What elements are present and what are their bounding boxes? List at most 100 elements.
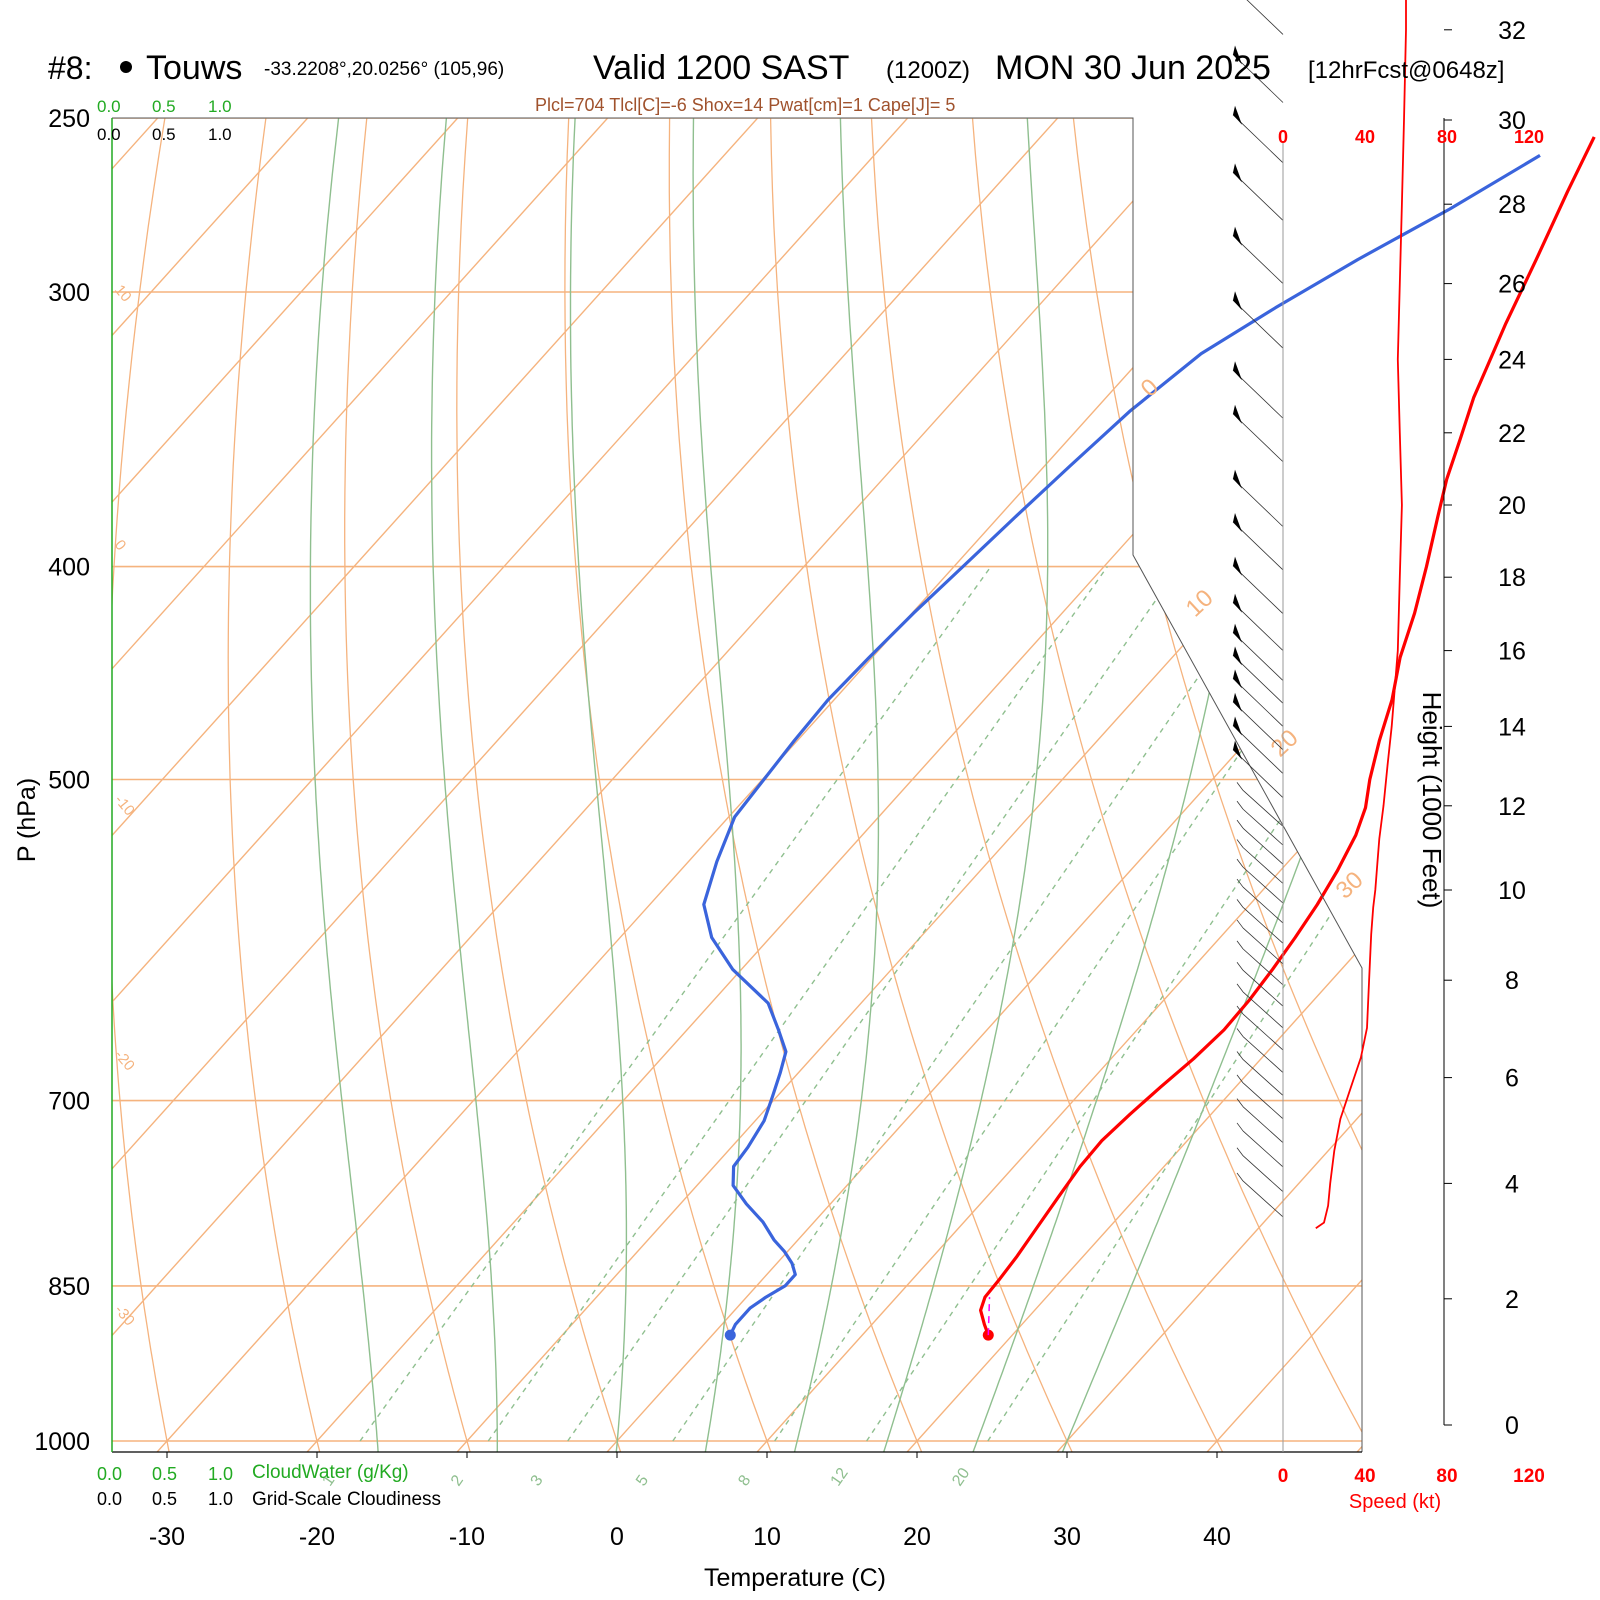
wind-barb-staff bbox=[1232, 413, 1284, 463]
surface-point-dewpoint bbox=[724, 1329, 736, 1341]
cloudwater-tick-top: 1.0 bbox=[208, 97, 232, 116]
cloudiness-tick-top: 1.0 bbox=[208, 125, 232, 144]
height-tick-label: 30 bbox=[1498, 107, 1526, 135]
speed-tick-top: 80 bbox=[1437, 127, 1457, 147]
wind-barb-staff bbox=[1232, 655, 1284, 704]
wind-barb-flag bbox=[1236, 800, 1244, 810]
wind-barb-pennant-icon bbox=[1233, 105, 1242, 125]
wind-barb-pennant-icon bbox=[1233, 669, 1242, 689]
height-tick-label: 4 bbox=[1505, 1170, 1519, 1198]
speed-tick-top: 0 bbox=[1278, 127, 1288, 147]
height-tick-label: 20 bbox=[1498, 492, 1526, 520]
isotherm-label: 10 bbox=[111, 282, 135, 306]
moist-adiabat bbox=[569, 118, 628, 1452]
speed-tick-top: 40 bbox=[1355, 127, 1375, 147]
pressure-tick-label: 1000 bbox=[34, 1428, 90, 1456]
cloudwater-tick-bottom: 0.5 bbox=[152, 1464, 177, 1484]
isotherm-label-right: 20 bbox=[1266, 724, 1304, 762]
mixing-ratio-line bbox=[866, 566, 1362, 1442]
wind-barb-staff bbox=[1242, 948, 1284, 986]
height-tick-label: 0 bbox=[1505, 1412, 1519, 1440]
station-name: Touws bbox=[146, 49, 242, 87]
wind-barb-staff bbox=[1242, 866, 1284, 904]
wind-barb-staff bbox=[1232, 521, 1284, 571]
wind-barb-pennant-icon bbox=[1233, 593, 1242, 613]
cloudiness-tick-bottom: 0.5 bbox=[152, 1489, 177, 1509]
valid-time: Valid 1200 SAST bbox=[593, 49, 849, 87]
wind-barb-staff bbox=[1232, 235, 1284, 284]
isotherm-line bbox=[112, 118, 1094, 1452]
moist-adiabat bbox=[309, 118, 382, 1452]
wind-barb-staff bbox=[1242, 1059, 1284, 1096]
isotherm-line bbox=[724, 118, 1362, 1452]
wind-barb-pennant-icon bbox=[1233, 226, 1242, 246]
wind-barb-pennant-icon bbox=[1233, 45, 1242, 65]
wind-barb-flag bbox=[1236, 1005, 1244, 1015]
y-axis-title: P (hPa) bbox=[13, 778, 41, 862]
dry-adiabat bbox=[769, 118, 1090, 1452]
dry-adiabat bbox=[668, 118, 938, 1452]
isotherm-label: 0 bbox=[111, 537, 129, 554]
cloudwater-tick-bottom: 1.0 bbox=[208, 1464, 233, 1484]
pressure-tick-label: 850 bbox=[48, 1273, 90, 1301]
wind-barb-pennant-icon bbox=[1233, 556, 1242, 576]
cloudwater-tick-top: 0.0 bbox=[97, 97, 121, 116]
wind-barb-flag bbox=[1236, 1074, 1244, 1084]
speed-tick-bottom: 120 bbox=[1513, 1466, 1545, 1487]
wind-barb-staff bbox=[1242, 969, 1284, 1007]
isotherm-label: -30 bbox=[111, 1302, 138, 1330]
mixing-ratio-label: 2 bbox=[448, 1472, 467, 1489]
mixing-ratio-line bbox=[487, 566, 1108, 1442]
height-tick-label: 26 bbox=[1498, 271, 1526, 299]
cloudiness-tick-top: 0.0 bbox=[97, 125, 121, 144]
height-tick-label: 8 bbox=[1505, 967, 1519, 995]
wind-barb-staff bbox=[1242, 1082, 1284, 1120]
wind-barb-pennant-icon bbox=[1233, 692, 1242, 712]
dry-adiabat bbox=[564, 118, 786, 1452]
station-number: #8: bbox=[48, 50, 92, 86]
height-tick-label: 2 bbox=[1505, 1286, 1519, 1314]
speed-tick-bottom: 80 bbox=[1436, 1466, 1457, 1487]
cloudiness-tick-bottom: 0.0 bbox=[97, 1489, 122, 1509]
parcel-trace bbox=[987, 1297, 991, 1336]
wind-barb-staff bbox=[1242, 1013, 1284, 1051]
isotherm-line bbox=[1174, 118, 1362, 1452]
height-tick-label: 32 bbox=[1498, 17, 1526, 45]
wind-barb-pennant-icon bbox=[1233, 469, 1242, 489]
wind-barb-pennant-icon bbox=[1233, 163, 1242, 183]
wind-barb-flag bbox=[1236, 899, 1244, 908]
wind-barb-staff bbox=[1232, 602, 1284, 651]
wind-barb-flag bbox=[1236, 940, 1244, 950]
wind-speed-panel: 0246810121416182022242628303200404080801… bbox=[1278, 0, 1545, 1487]
isotherm-line bbox=[112, 118, 944, 1452]
wind-barb-staff bbox=[1242, 1130, 1284, 1168]
height-tick-label: 24 bbox=[1498, 346, 1526, 374]
height-tick-label: 14 bbox=[1498, 713, 1526, 741]
wind-barb-staff bbox=[1246, 0, 1284, 35]
mixing-ratio-line bbox=[987, 566, 1362, 1442]
moist-adiabat bbox=[1046, 118, 1362, 1452]
cloudiness-tick-bottom: 1.0 bbox=[208, 1489, 233, 1509]
wind-barb-pennant-icon bbox=[1233, 716, 1242, 736]
isotherm-label: -20 bbox=[111, 1047, 138, 1075]
wind-barb-pennant-icon bbox=[1233, 291, 1242, 311]
wind-barb-staff bbox=[1232, 632, 1284, 681]
dry-adiabat bbox=[869, 118, 1242, 1452]
station-marker-icon bbox=[120, 61, 132, 73]
wind-barb-staff bbox=[1232, 299, 1284, 349]
dry-adiabat bbox=[456, 118, 634, 1452]
wind-barb-pennant-icon bbox=[1233, 404, 1242, 424]
valid-date: MON 30 Jun 2025 bbox=[995, 49, 1271, 87]
isotherm-line bbox=[1324, 118, 1362, 1452]
wind-barb-flag bbox=[1236, 983, 1244, 993]
height-axis-title: Height (1000 Feet) bbox=[1417, 692, 1447, 909]
height-tick-label: 18 bbox=[1498, 564, 1526, 592]
pressure-tick-label: 300 bbox=[48, 279, 90, 307]
wind-barb-flag bbox=[1236, 858, 1244, 868]
cloudwater-tick-bottom: 0.0 bbox=[97, 1464, 122, 1484]
wind-barb-staff bbox=[1242, 1155, 1284, 1193]
wind-barb-flag bbox=[1236, 961, 1244, 971]
profile-temperature bbox=[978, 136, 1596, 1336]
x-tick-label: -30 bbox=[149, 1523, 185, 1551]
mixing-ratio-line bbox=[672, 566, 1275, 1442]
